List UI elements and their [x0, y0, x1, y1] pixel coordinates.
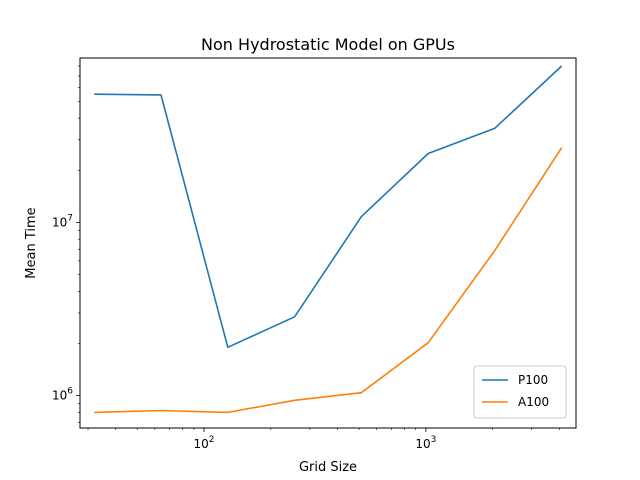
y-tick-base: 10	[52, 389, 67, 403]
axes-frame	[79, 57, 577, 429]
x-axis-label: Grid Size	[299, 460, 357, 475]
y-tick-base: 10	[52, 215, 67, 229]
y-tick-label: 106	[52, 387, 73, 403]
x-tick-exponent: 2	[209, 435, 215, 445]
x-tick-base: 10	[415, 437, 430, 451]
x-tick-base: 10	[194, 437, 209, 451]
series-line-a100	[94, 147, 563, 414]
chart-title: Non Hydrostatic Model on GPUs	[201, 35, 455, 54]
legend-label-a100: A100	[518, 395, 549, 409]
x-tick-exponent: 3	[431, 435, 437, 445]
y-tick-exponent: 6	[67, 387, 73, 397]
legend: P100 A100	[473, 365, 567, 419]
legend-box	[473, 365, 567, 419]
y-tick-label: 107	[52, 213, 73, 229]
x-tick-label: 102	[194, 435, 215, 451]
y-axis-label: Mean Time	[24, 207, 39, 278]
series-line-p100	[94, 65, 563, 349]
y-tick-exponent: 7	[67, 213, 73, 223]
plot-area	[94, 65, 563, 414]
legend-label-p100: P100	[518, 373, 548, 387]
x-tick-label: 103	[415, 435, 436, 451]
